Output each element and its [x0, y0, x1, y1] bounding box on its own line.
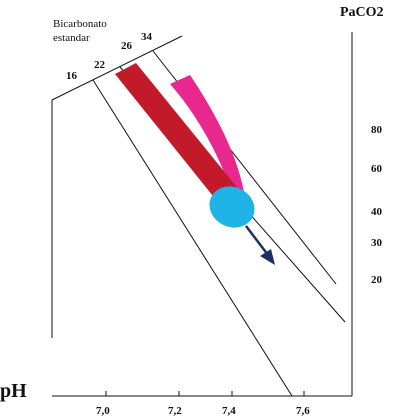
blue-ellipse: [209, 186, 255, 228]
bicarbonate-value-22: 22: [94, 59, 106, 71]
bicarbonate-value-26: 26: [121, 40, 133, 52]
bicarbonate-label-line2: estandar: [53, 32, 90, 44]
bicarbonate-line-22: [92, 79, 293, 397]
trend-arrow-head: [260, 249, 275, 265]
ph-title: pH: [0, 380, 27, 402]
paco2-value-80: 80: [371, 124, 383, 136]
paco2-value-40: 40: [371, 206, 383, 218]
bicarbonate-label-line1: Bicarbonato: [53, 18, 107, 30]
bicarbonate-scale-line: [51, 35, 183, 101]
paco2-value-60: 60: [371, 163, 383, 175]
bicarbonate-value-16: 16: [66, 70, 78, 82]
paco2-value-30: 30: [371, 237, 383, 249]
paco2-title: PaCO2: [340, 5, 384, 20]
ph-value-76: 7,6: [296, 405, 310, 417]
paco2-value-20: 20: [371, 274, 383, 286]
bicarbonate-value-34: 34: [141, 31, 153, 43]
dark-red-band: [115, 63, 240, 216]
ph-value-72: 7,2: [168, 405, 182, 417]
trend-arrow-shaft: [245, 225, 269, 256]
ph-value-74: 7,4: [222, 405, 236, 417]
ph-value-70: 7,0: [96, 405, 110, 417]
